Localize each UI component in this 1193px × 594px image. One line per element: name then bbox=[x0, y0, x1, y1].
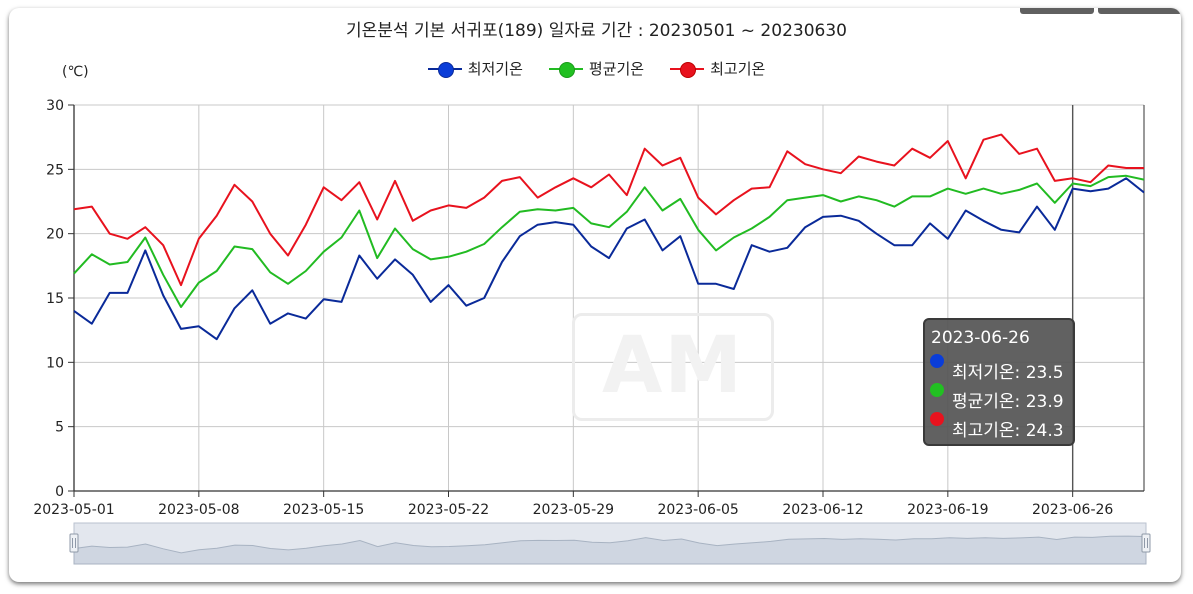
series-line-max-temp bbox=[73, 133, 1144, 287]
y-tick-label: 0 bbox=[55, 484, 64, 500]
x-tick-label: 2023-05-22 bbox=[408, 502, 489, 518]
x-tick-label: 2023-06-05 bbox=[657, 502, 738, 518]
series-line-min-temp bbox=[73, 177, 1145, 341]
legend-item-avg[interactable]: 평균기온 bbox=[548, 58, 645, 79]
navigator-handle-left[interactable] bbox=[69, 533, 79, 553]
tooltip-row-max: 최고기온: 24.3 bbox=[930, 410, 1064, 441]
tooltip-row-avg: 평균기온: 23.9 bbox=[930, 381, 1064, 412]
legend-item-min[interactable]: 최저기온 bbox=[427, 58, 523, 79]
tooltip-text-max: 최고기온: 24.3 bbox=[952, 421, 1064, 441]
chart-panel bbox=[9, 8, 1181, 582]
toolbar-tab-1[interactable] bbox=[1020, 8, 1094, 14]
x-tick-label: 2023-05-01 bbox=[33, 502, 114, 518]
tooltip-text-min: 최저기온: 23.5 bbox=[952, 363, 1064, 383]
x-tick-label: 2023-05-29 bbox=[533, 502, 614, 518]
y-tick-label: 10 bbox=[46, 355, 64, 371]
y-tick-label: 30 bbox=[46, 98, 64, 114]
legend-swatch-min bbox=[427, 61, 462, 78]
y-tick-label: 25 bbox=[46, 162, 64, 178]
navigator-handle-right[interactable] bbox=[1141, 533, 1151, 553]
series-line-avg-temp bbox=[73, 174, 1145, 308]
x-tick-label: 2023-06-12 bbox=[782, 502, 863, 518]
tooltip-date: 2023-06-26 bbox=[931, 328, 1030, 348]
y-tick-label: 20 bbox=[46, 227, 64, 243]
legend-swatch-avg bbox=[548, 61, 583, 78]
y-tick-label: 5 bbox=[55, 420, 64, 436]
tooltip-dot-min bbox=[930, 354, 944, 368]
legend-swatch-max bbox=[670, 61, 705, 78]
legend-label-min: 최저기온 bbox=[467, 60, 523, 78]
tooltip-text-avg: 평균기온: 23.9 bbox=[952, 392, 1064, 412]
watermark-logo: AM bbox=[572, 313, 774, 421]
chart-title: 기온분석 기본 서귀포(189) 일자료 기간 : 20230501 ~ 202… bbox=[346, 21, 847, 41]
y-axis-unit-label: (℃) bbox=[62, 64, 89, 80]
x-tick-label: 2023-05-15 bbox=[283, 502, 364, 518]
tooltip-row-min: 최저기온: 23.5 bbox=[930, 352, 1064, 383]
y-tick-label: 15 bbox=[46, 291, 64, 307]
tooltip-dot-max bbox=[930, 412, 944, 426]
x-tick-label: 2023-06-26 bbox=[1032, 502, 1113, 518]
legend-label-avg: 평균기온 bbox=[588, 60, 645, 78]
toolbar-tab-2[interactable] bbox=[1098, 8, 1181, 14]
legend-label-max: 최고기온 bbox=[710, 60, 766, 78]
legend-item-max[interactable]: 최고기온 bbox=[670, 58, 765, 79]
legend: 최저기온 평균기온 최고기온 bbox=[0, 58, 1193, 79]
x-tick-label: 2023-06-19 bbox=[907, 502, 988, 518]
x-tick-label: 2023-05-08 bbox=[158, 502, 239, 518]
navigator-area bbox=[73, 535, 1147, 565]
tooltip: 2023-06-26 최저기온: 23.5 평균기온: 23.9 최고기온: 2… bbox=[923, 318, 1075, 446]
tooltip-dot-avg bbox=[930, 383, 944, 397]
